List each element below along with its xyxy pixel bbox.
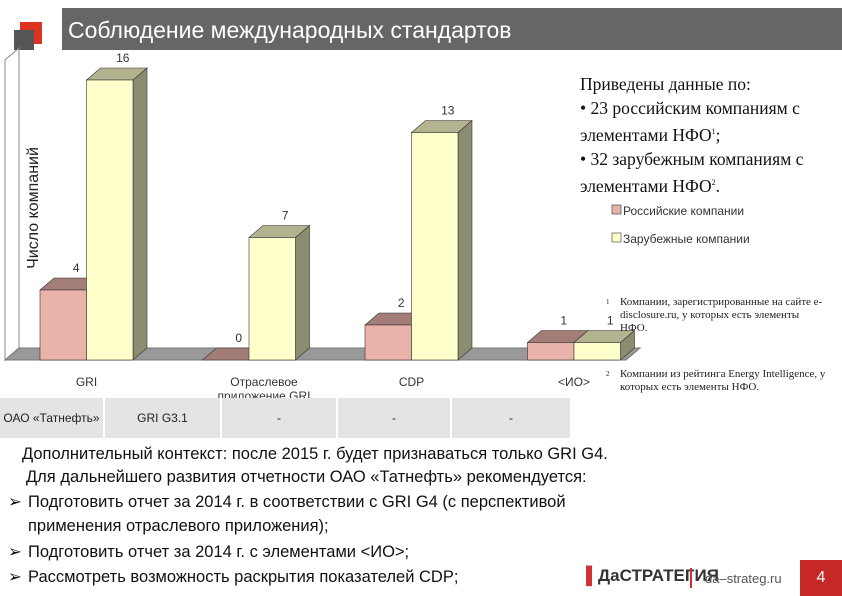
table-cell: ОАО «Татнефть» (0, 398, 105, 438)
info-item: • 23 российским компаниям с элементами Н… (580, 96, 842, 147)
bullet-text: Подготовить отчет за 2014 г. с элементам… (28, 543, 410, 561)
y-axis-label: Число компаний (25, 147, 42, 269)
info-text: • 32 зарубежным компаниям с элементами Н… (580, 148, 804, 196)
bar-front (86, 79, 134, 361)
bar-front (527, 342, 575, 361)
data-label: 2 (398, 296, 405, 310)
lead: Для дальнейшего развития отчетности ОАО … (26, 468, 587, 486)
x-tick-label: <ИО> (558, 375, 590, 389)
footer-logo: ▌ДаСТРАТЕГИЯ (586, 566, 719, 585)
chart-title: Соблюдение международных стандартов (68, 17, 511, 43)
info-items: • 23 российским компаниям с элементами Н… (580, 96, 842, 198)
bullet: ➢ Подготовить отчет за 2014 г. в соответс… (8, 490, 568, 538)
legend-label: Российские компании (623, 204, 744, 218)
info-tail: . (715, 175, 721, 196)
bar-front (573, 342, 621, 361)
bullet-marker: ➢ (8, 493, 22, 511)
footnote-mark: 2 (606, 370, 610, 378)
data-label: 1 (607, 314, 614, 328)
bar-side (295, 224, 310, 361)
bar (573, 329, 636, 361)
x-tick-label: GRI (75, 375, 98, 389)
table-cell: - (222, 398, 338, 438)
bar (410, 119, 473, 361)
footer-site: da–strateg.ru (705, 571, 782, 586)
bar-front (411, 132, 459, 361)
data-label: 0 (235, 331, 242, 345)
data-label: 16 (116, 51, 130, 65)
data-label: 4 (73, 261, 80, 275)
bullet: ➢ Рассмотреть возможность раскрытия показ… (8, 565, 568, 589)
legend-label: Зарубежные компании (623, 232, 750, 246)
data-label: 1 (560, 314, 567, 328)
table-cell: - (452, 398, 572, 438)
bullet-text: Рассмотреть возможность раскрытия показа… (28, 568, 459, 586)
bar (85, 67, 148, 361)
footnote: 1 Компании, зарегистрированные на сайте e… (606, 296, 836, 335)
bar-front (248, 237, 296, 361)
bar-side (457, 119, 473, 361)
table-cell: GRI G3.1 (105, 398, 222, 438)
footnote-text: Компании, зарегистрированные на сайте e-… (620, 296, 823, 334)
bullet-marker: ➢ (8, 568, 22, 586)
bar (248, 224, 311, 361)
data-label: 7 (282, 209, 289, 223)
legend-swatch (611, 232, 622, 243)
info-heading: Приведены данные по: (580, 74, 751, 94)
bar-front (364, 324, 412, 361)
info-text: • 23 российским компаниям с элементами Н… (580, 98, 800, 145)
info: Приведены данные по: • 23 российским ком… (580, 72, 842, 198)
title-bar (62, 8, 842, 50)
page-number: 4 (800, 560, 842, 596)
info-sup: 1 (711, 127, 716, 136)
table-cell: - (338, 398, 452, 438)
bullet-text: Подготовить отчет за 2014 г. в соответст… (28, 493, 566, 535)
info-sup: 2 (711, 177, 716, 187)
footnote: 2 Компании из рейтинга Energy Intelligenc… (606, 368, 836, 394)
bar-side (132, 67, 148, 361)
logo-square (14, 30, 34, 50)
context: Дополнительный контекст: после 2015 г. б… (22, 445, 608, 463)
divider (690, 568, 692, 588)
x-tick-label: CDP (398, 375, 425, 389)
back-wall (4, 46, 20, 362)
legend-swatch (611, 204, 622, 215)
footnote-mark: 1 (606, 298, 610, 306)
info-item: • 32 зарубежным компаниям с элементами Н… (580, 147, 842, 198)
bullet: ➢ Подготовить отчет за 2014 г. с элемента… (8, 540, 568, 564)
bar-front (39, 289, 87, 361)
data-label: 13 (441, 104, 455, 118)
bullet-marker: ➢ (8, 543, 22, 561)
logo-text: ДаСТРАТЕГИЯ (598, 566, 719, 585)
info-tail: ; (715, 124, 721, 145)
footnote-text: Компании из рейтинга Energy Intelligence… (620, 368, 826, 393)
